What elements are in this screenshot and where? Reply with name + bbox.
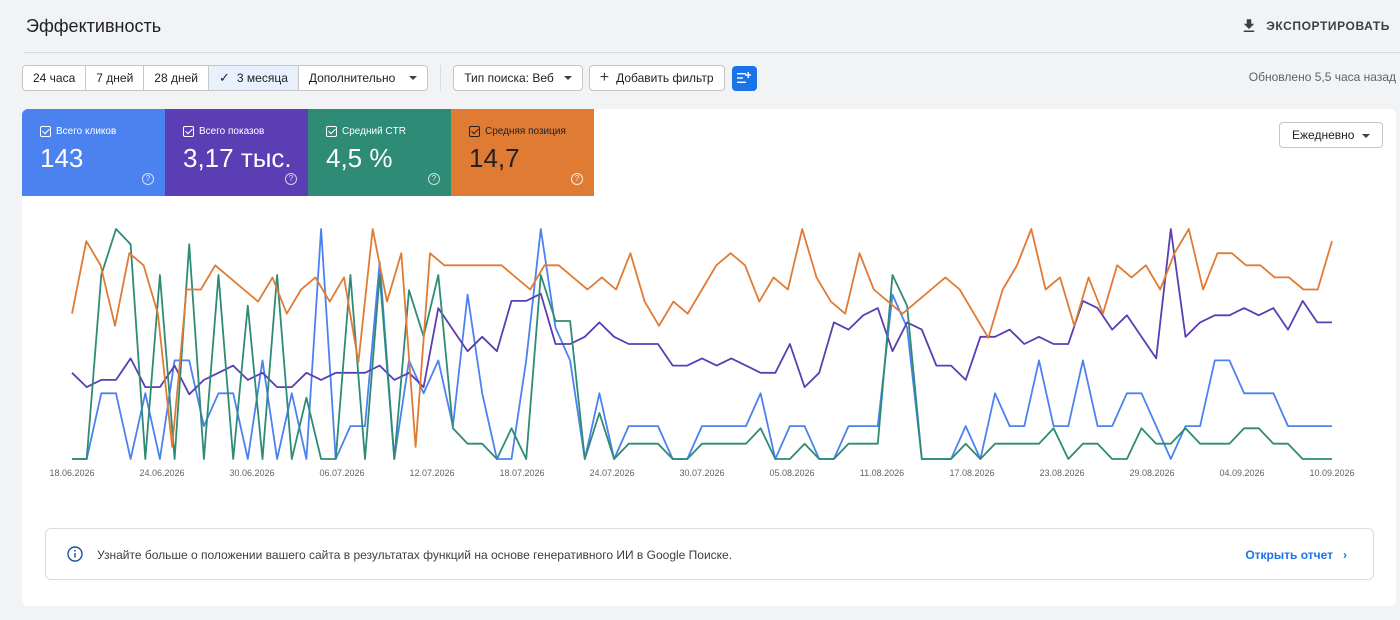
- series-line-3: [71, 228, 1333, 448]
- updated-status: Обновлено 5,5 часа назад: [1248, 70, 1396, 84]
- filter-settings-button[interactable]: [731, 65, 757, 91]
- range-3m-button[interactable]: ✓ 3 месяца: [208, 66, 299, 90]
- info-text: Узнайте больше о положении вашего сайта …: [97, 548, 733, 562]
- help-icon[interactable]: ?: [428, 173, 440, 185]
- metric-ctr[interactable]: Средний CTR 4,5 % ?: [308, 109, 451, 196]
- top-bar: Эффективность ЭКСПОРТИРОВАТЬ: [0, 0, 1400, 52]
- info-icon: [67, 546, 83, 562]
- export-label: ЭКСПОРТИРОВАТЬ: [1266, 19, 1390, 33]
- granularity-dropdown[interactable]: Ежедневно: [1279, 122, 1383, 148]
- series-line-2: [72, 228, 1332, 460]
- search-type-dropdown[interactable]: Тип поиска: Веб: [453, 65, 583, 91]
- x-tick-label: 10.09.2026: [1309, 468, 1354, 478]
- x-tick-label: 30.07.2026: [679, 468, 724, 478]
- granularity-label: Ежедневно: [1292, 128, 1355, 142]
- metric-impressions[interactable]: Всего показов 3,17 тыс. ?: [165, 109, 308, 196]
- filter-bar: 24 часа 7 дней 28 дней ✓ 3 месяца Дополни…: [22, 65, 757, 91]
- metric-value: 14,7: [469, 143, 520, 173]
- range-24h-button[interactable]: 24 часа: [23, 66, 87, 90]
- metric-value: 4,5 %: [326, 143, 393, 173]
- date-range-selector: 24 часа 7 дней 28 дней ✓ 3 месяца Дополни…: [22, 65, 429, 91]
- performance-card: Всего кликов 143 ? Всего показов 3,17 ты…: [22, 109, 1396, 606]
- help-icon[interactable]: ?: [571, 173, 583, 185]
- metric-value: 3,17 тыс.: [183, 143, 292, 173]
- x-tick-label: 17.08.2026: [949, 468, 994, 478]
- x-tick-label: 05.08.2026: [769, 468, 814, 478]
- metric-position[interactable]: Средняя позиция 14,7 ?: [451, 109, 594, 196]
- export-button[interactable]: ЭКСПОРТИРОВАТЬ: [1240, 14, 1390, 38]
- x-tick-label: 04.09.2026: [1219, 468, 1264, 478]
- add-filter-button[interactable]: + Добавить фильтр: [588, 65, 725, 91]
- range-28d-button[interactable]: 28 дней: [144, 66, 209, 90]
- metric-label: Средний CTR: [342, 126, 406, 137]
- help-icon[interactable]: ?: [285, 173, 297, 185]
- caret-down-icon: [563, 76, 572, 80]
- caret-down-icon: [1362, 134, 1370, 138]
- x-tick-label: 12.07.2026: [409, 468, 454, 478]
- series-line-1: [71, 228, 1332, 396]
- checkbox-icon[interactable]: [40, 126, 51, 137]
- info-banner: Узнайте больше о положении вашего сайта …: [45, 528, 1374, 580]
- download-icon: [1243, 19, 1255, 32]
- add-filter-label: Добавить фильтр: [616, 71, 714, 85]
- chevron-right-icon: ›: [1343, 548, 1347, 562]
- checkbox-icon[interactable]: [326, 126, 337, 137]
- metric-clicks[interactable]: Всего кликов 143 ?: [22, 109, 165, 196]
- metric-label: Всего кликов: [56, 126, 117, 137]
- metric-label: Средняя позиция: [485, 126, 566, 137]
- help-icon[interactable]: ?: [142, 173, 154, 185]
- x-tick-label: 30.06.2026: [229, 468, 274, 478]
- caret-down-icon: [409, 76, 418, 80]
- check-icon: ✓: [218, 70, 230, 85]
- x-tick-label: 18.06.2026: [49, 468, 94, 478]
- checkbox-icon[interactable]: [469, 126, 480, 137]
- more-dates-dropdown[interactable]: Дополнительно: [299, 66, 427, 90]
- checkbox-icon[interactable]: [183, 126, 194, 137]
- x-tick-label: 18.07.2026: [499, 468, 544, 478]
- plus-icon: +: [599, 69, 610, 86]
- filter-lines-icon: [737, 72, 752, 83]
- open-report-label: Открыть отчет: [1245, 548, 1333, 562]
- x-tick-label: 23.08.2026: [1039, 468, 1084, 478]
- x-tick-label: 06.07.2026: [319, 468, 364, 478]
- x-tick-label: 24.07.2026: [589, 468, 634, 478]
- series-line-0: [72, 228, 1332, 460]
- filter-separator: [440, 65, 442, 91]
- range-7d-button[interactable]: 7 дней: [86, 66, 145, 90]
- metric-value: 143: [40, 143, 84, 173]
- x-tick-label: 11.08.2026: [860, 468, 904, 478]
- x-tick-label: 24.06.2026: [139, 468, 184, 478]
- more-label: Дополнительно: [308, 71, 396, 85]
- open-report-link[interactable]: Открыть отчет ›: [1245, 548, 1347, 562]
- x-tick-label: 29.08.2026: [1129, 468, 1174, 478]
- header-divider: [24, 52, 1400, 53]
- page-title: Эффективность: [26, 16, 162, 36]
- metric-tiles: Всего кликов 143 ? Всего показов 3,17 ты…: [22, 109, 594, 196]
- performance-chart: 18.06.2026 24.06.2026 30.06.2026 06.07.2026…: [49, 228, 1355, 478]
- range-3m-label: 3 месяца: [236, 71, 288, 85]
- metric-label: Всего показов: [199, 126, 265, 137]
- search-type-label: Тип поиска: Веб: [464, 71, 554, 85]
